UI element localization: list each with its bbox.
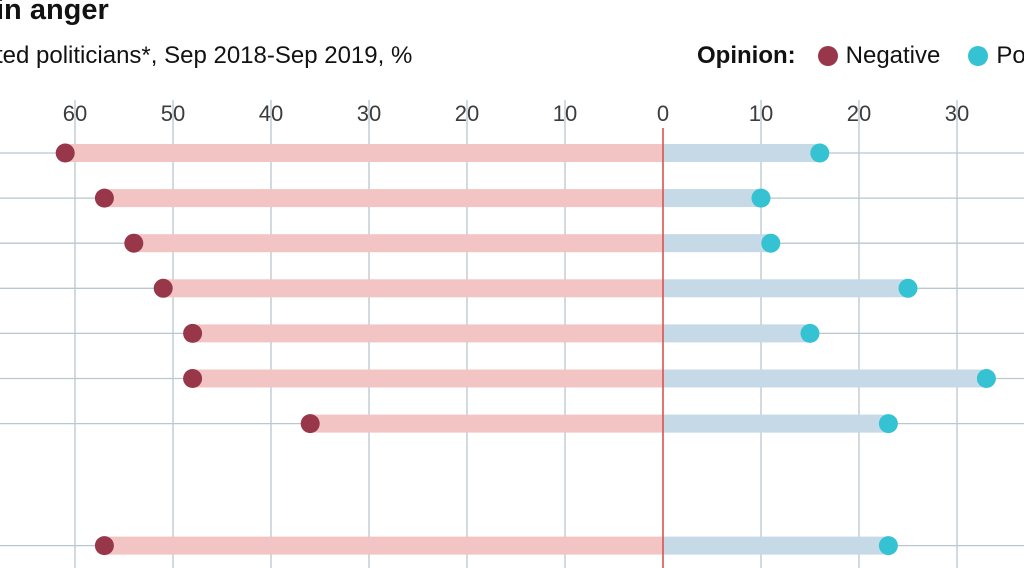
point-negative (55, 143, 75, 163)
x-tick-label: 20 (455, 101, 479, 126)
point-negative (183, 323, 203, 343)
bar-positive (663, 279, 908, 298)
x-tick-label: 10 (553, 101, 577, 126)
legend-label-negative: Negative (845, 42, 941, 69)
legend-item-negative: Negative (817, 42, 941, 70)
bar-positive (663, 234, 771, 253)
data-points (55, 143, 996, 556)
x-tick-label: 30 (357, 101, 381, 126)
point-negative (94, 536, 114, 556)
point-negative (183, 369, 203, 388)
legend: Opinion: Negative Posi (697, 42, 1024, 70)
bar-negative (310, 414, 663, 433)
bar-positive (663, 369, 987, 388)
x-axis-ticks: 60 50 40 30 20 10 0 10 20 30 (63, 101, 969, 126)
bar-positive (663, 324, 810, 343)
bar-positive (663, 414, 889, 433)
legend-negative-dot-icon (817, 46, 838, 66)
chart-subtitle: ted politicians*, Sep 2018-Sep 2019, % (0, 42, 413, 69)
bar-negative (104, 189, 663, 208)
x-tick-label: 60 (63, 101, 87, 126)
x-tick-label: 40 (259, 101, 283, 126)
point-positive (810, 143, 830, 163)
point-positive (800, 323, 820, 343)
bar-negative (65, 144, 663, 162)
point-positive (976, 369, 996, 388)
point-negative (300, 414, 320, 434)
legend-positive-dot-icon (968, 46, 989, 66)
point-positive (878, 414, 898, 434)
bars (65, 144, 987, 555)
point-positive (751, 188, 771, 208)
point-negative (94, 188, 114, 208)
point-negative (153, 278, 173, 298)
point-negative (124, 233, 144, 253)
x-tick-label: 10 (749, 101, 773, 126)
bar-positive (663, 189, 761, 208)
bar-negative (192, 324, 663, 343)
x-tick-label: 50 (161, 101, 185, 126)
bar-negative (104, 536, 663, 555)
bar-negative (163, 279, 663, 298)
bar-positive (663, 536, 889, 555)
bar-negative (192, 369, 663, 388)
legend-item-positive: Posi (968, 42, 1024, 70)
bar-negative (133, 234, 664, 253)
point-positive (761, 233, 781, 253)
point-positive (898, 278, 918, 298)
x-tick-label: 30 (945, 101, 969, 126)
legend-label-positive: Posi (996, 42, 1024, 69)
x-tick-label: 0 (657, 101, 669, 126)
chart-title: in anger (0, 0, 109, 26)
x-tick-label: 20 (847, 101, 871, 126)
bar-positive (663, 144, 820, 162)
point-positive (878, 536, 898, 556)
legend-title: Opinion: (697, 42, 796, 69)
